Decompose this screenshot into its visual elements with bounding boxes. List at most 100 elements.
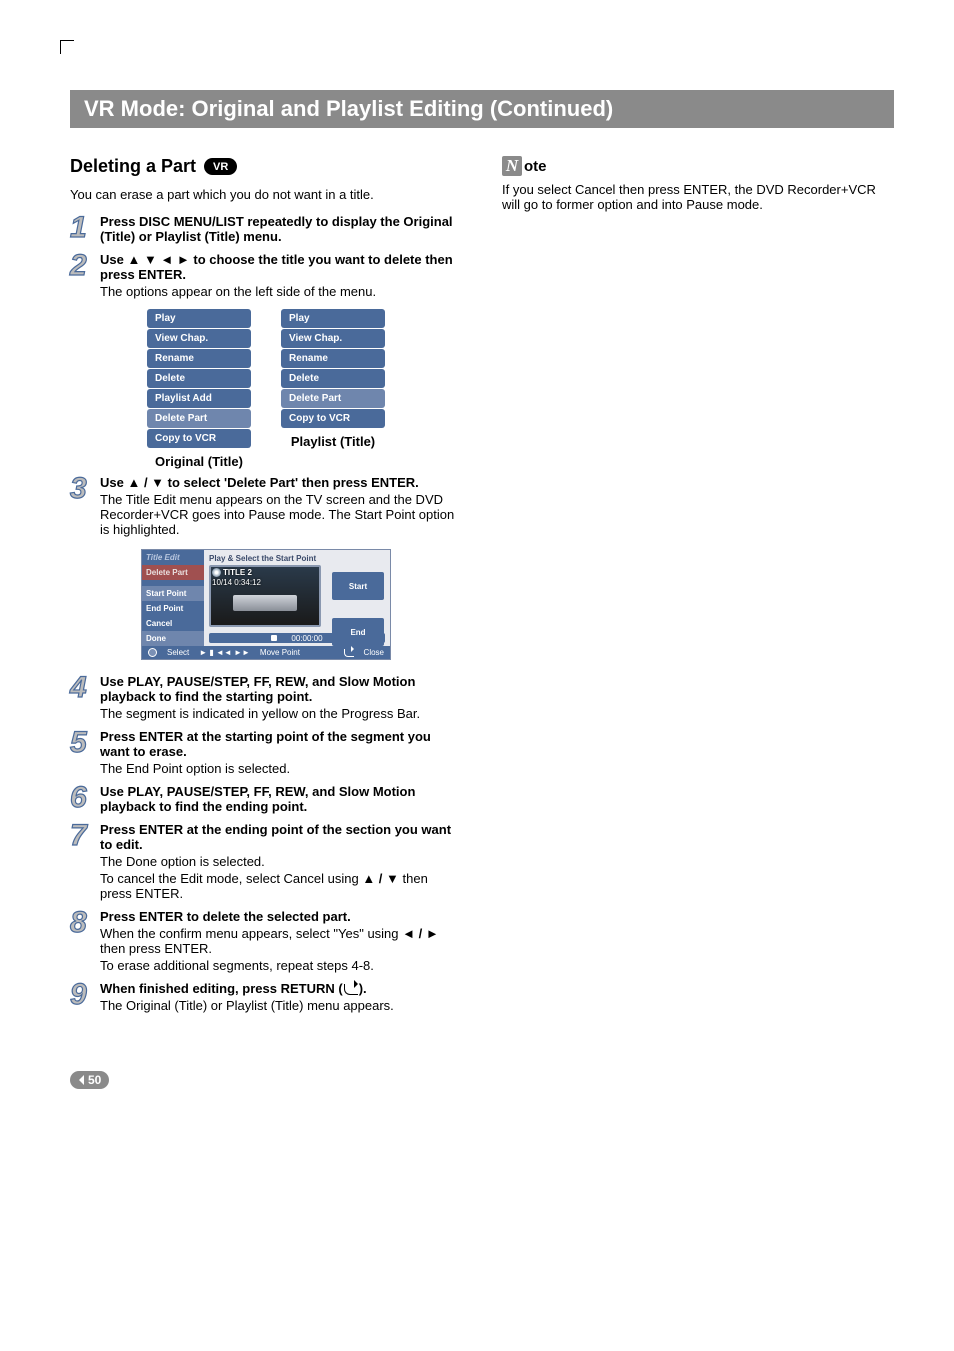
- menu-item: Playlist Add: [147, 389, 251, 408]
- step-number-4: 4: [70, 674, 96, 721]
- note-heading-text: ote: [524, 158, 547, 175]
- return-icon: [344, 649, 354, 657]
- playlist-menu: Play View Chap. Rename Delete Delete Par…: [281, 309, 385, 428]
- step-8-text1: When the confirm menu appears, select "Y…: [100, 926, 462, 956]
- meta-title: TITLE 2: [223, 568, 252, 577]
- step-7-text2b: ▲ / ▼: [362, 871, 399, 886]
- step-number-5: 5: [70, 729, 96, 776]
- step-7: 7 Press ENTER at the ending point of the…: [70, 822, 462, 901]
- step-number-1: 1: [70, 214, 96, 244]
- intro-text: You can erase a part which you do not wa…: [70, 187, 462, 202]
- playlist-menu-caption: Playlist (Title): [291, 434, 375, 449]
- menu-item: Rename: [281, 349, 385, 368]
- section-title: Deleting a Part VR: [70, 156, 462, 177]
- menu-item: Delete: [281, 369, 385, 388]
- step-7-text2: To cancel the Edit mode, select Cancel u…: [100, 871, 462, 901]
- page-header-bar: VR Mode: Original and Playlist Editing (…: [70, 90, 894, 128]
- crop-mark: [60, 40, 74, 54]
- step-3-text: The Title Edit menu appears on the TV sc…: [100, 492, 462, 537]
- step-8: 8 Press ENTER to delete the selected par…: [70, 909, 462, 973]
- original-menu-col: Play View Chap. Rename Delete Playlist A…: [147, 309, 251, 469]
- panel-label-end-point: End Point: [142, 601, 204, 616]
- page-number-badge: 50: [70, 1071, 109, 1089]
- step-6-body: Use PLAY, PAUSE/STEP, FF, REW, and Slow …: [100, 784, 462, 814]
- page-header-title: VR Mode: Original and Playlist Editing (…: [84, 96, 613, 121]
- original-menu-caption: Original (Title): [155, 454, 243, 469]
- step-2-body: Use ▲ ▼ ◄ ► to choose the title you want…: [100, 252, 462, 299]
- vr-badge: VR: [204, 158, 237, 175]
- step-2-bold: Use ▲ ▼ ◄ ► to choose the title you want…: [100, 252, 453, 282]
- step-6-bold: Use PLAY, PAUSE/STEP, FF, REW, and Slow …: [100, 784, 415, 814]
- start-end-thumbs: Start End: [332, 572, 384, 646]
- step-8-bold: Press ENTER to delete the selected part.: [100, 909, 351, 924]
- step-number-7: 7: [70, 822, 96, 901]
- step-4-text: The segment is indicated in yellow on th…: [100, 706, 462, 721]
- menu-item: Play: [281, 309, 385, 328]
- step-9: 9 When finished editing, press RETURN ()…: [70, 981, 462, 1013]
- step-8-text1b: ◄ / ►: [402, 926, 439, 941]
- footer-select: Select: [167, 648, 189, 657]
- menu-item-highlight: Delete Part: [281, 389, 385, 408]
- step-8-text1c: then press ENTER.: [100, 941, 212, 956]
- title-edit-left-list: Title Edit Delete Part Start Point End P…: [142, 550, 204, 646]
- meta-line2: 10/14 0:34:12: [212, 578, 261, 587]
- step-5-text: The End Point option is selected.: [100, 761, 462, 776]
- step-8-body: Press ENTER to delete the selected part.…: [100, 909, 462, 973]
- right-column: Note If you select Cancel then press ENT…: [502, 156, 894, 1021]
- menu-item-highlight: Delete Part: [147, 409, 251, 428]
- step-number-6: 6: [70, 784, 96, 814]
- step-7-body: Press ENTER at the ending point of the s…: [100, 822, 462, 901]
- menu-item: Rename: [147, 349, 251, 368]
- step-7-bold: Press ENTER at the ending point of the s…: [100, 822, 451, 852]
- title-edit-panel: Title Edit Delete Part Start Point End P…: [141, 549, 391, 660]
- note-text: If you select Cancel then press ENTER, t…: [502, 182, 894, 212]
- panel-label-done: Done: [142, 631, 204, 646]
- step-2-text: The options appear on the left side of t…: [100, 284, 462, 299]
- step-4: 4 Use PLAY, PAUSE/STEP, FF, REW, and Slo…: [70, 674, 462, 721]
- left-column: Deleting a Part VR You can erase a part …: [70, 156, 462, 1021]
- step-9-bold: When finished editing, press RETURN ().: [100, 981, 367, 996]
- option-menus-row: Play View Chap. Rename Delete Playlist A…: [70, 309, 462, 469]
- step-6: 6 Use PLAY, PAUSE/STEP, FF, REW, and Slo…: [70, 784, 462, 814]
- stop-icon: [271, 635, 277, 641]
- step-9-bold-a: When finished editing, press RETURN (: [100, 981, 343, 996]
- title-edit-preview: Play & Select the Start Point TITLE 2 10…: [204, 550, 390, 646]
- menu-item: View Chap.: [147, 329, 251, 348]
- step-7-text2a: To cancel the Edit mode, select Cancel u…: [100, 871, 362, 886]
- note-n-icon: N: [502, 156, 522, 176]
- progress-time: 00:00:00: [291, 634, 322, 643]
- panel-header: Play & Select the Start Point: [209, 554, 385, 563]
- playlist-menu-col: Play View Chap. Rename Delete Delete Par…: [281, 309, 385, 469]
- panel-label-cancel: Cancel: [142, 616, 204, 631]
- title-edit-footer: Select ► ▮ ◄◄ ►► Move Point Close: [142, 646, 390, 659]
- menu-item: Delete: [147, 369, 251, 388]
- step-8-text1a: When the confirm menu appears, select "Y…: [100, 926, 402, 941]
- page-number: 50: [88, 1073, 101, 1087]
- footer-transport: ► ▮ ◄◄ ►►: [199, 648, 250, 657]
- note-heading: Note: [502, 156, 894, 176]
- preview-meta: TITLE 2 10/14 0:34:12: [212, 568, 261, 587]
- disc-icon: [212, 568, 221, 577]
- footer-close: Close: [364, 648, 384, 657]
- start-thumb: Start: [332, 572, 384, 600]
- step-5: 5 Press ENTER at the starting point of t…: [70, 729, 462, 776]
- return-icon: [344, 984, 358, 995]
- menu-item: Copy to VCR: [147, 429, 251, 448]
- menu-item: Play: [147, 309, 251, 328]
- step-8-text2: To erase additional segments, repeat ste…: [100, 958, 462, 973]
- panel-label-start-point: Start Point: [142, 586, 204, 601]
- original-menu: Play View Chap. Rename Delete Playlist A…: [147, 309, 251, 448]
- step-9-text: The Original (Title) or Playlist (Title)…: [100, 998, 462, 1013]
- menu-item: Copy to VCR: [281, 409, 385, 428]
- panel-label-delete-part: Delete Part: [142, 565, 204, 580]
- step-5-bold: Press ENTER at the starting point of the…: [100, 729, 431, 759]
- panel-label-title: Title Edit: [142, 550, 204, 565]
- section-title-text: Deleting a Part: [70, 156, 196, 177]
- step-number-2: 2: [70, 252, 96, 299]
- step-4-bold: Use PLAY, PAUSE/STEP, FF, REW, and Slow …: [100, 674, 415, 704]
- step-1: 1 Press DISC MENU/LIST repeatedly to dis…: [70, 214, 462, 244]
- footer-move: Move Point: [260, 648, 300, 657]
- step-7-text1: The Done option is selected.: [100, 854, 462, 869]
- step-1-body: Press DISC MENU/LIST repeatedly to displ…: [100, 214, 462, 244]
- step-3-bold: Use ▲ / ▼ to select 'Delete Part' then p…: [100, 475, 419, 490]
